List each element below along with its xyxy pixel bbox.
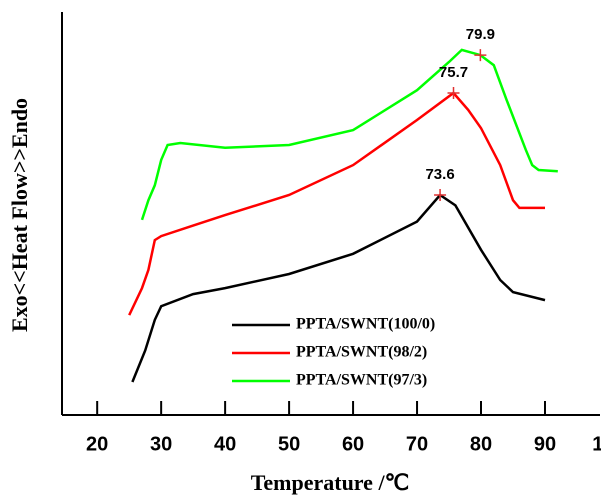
- x-tick-label: 90: [534, 433, 556, 455]
- line: [140, 48, 558, 221]
- x-tick-label: 60: [342, 433, 364, 455]
- legend-label: PPTA/SWNT(97/3): [296, 372, 427, 389]
- peak-marker: [434, 188, 447, 201]
- x-tick-label: 30: [150, 433, 172, 455]
- line: [128, 91, 545, 316]
- x-tick-label: 70: [406, 433, 428, 455]
- x-tick-label: 80: [470, 433, 492, 455]
- x-tick-label: 40: [214, 433, 236, 455]
- peak-marker: [474, 49, 487, 62]
- legend-label: PPTA/SWNT(98/2): [296, 344, 427, 361]
- x-tick-label: 20: [86, 433, 108, 455]
- y-axis-label: Exo<<Heat Flow>>Endo: [7, 98, 32, 332]
- peak-label: 75.7: [439, 64, 468, 81]
- peak-label: 73.6: [425, 166, 454, 183]
- peak-label: 79.9: [466, 26, 495, 43]
- x-tick-label: 100: [592, 433, 601, 455]
- peak-marker: [447, 87, 460, 100]
- legend-label: PPTA/SWNT(100/0): [296, 316, 435, 333]
- x-axis-label: Temperature /℃: [251, 470, 410, 495]
- x-tick-label: 50: [278, 433, 300, 455]
- line: [131, 193, 546, 383]
